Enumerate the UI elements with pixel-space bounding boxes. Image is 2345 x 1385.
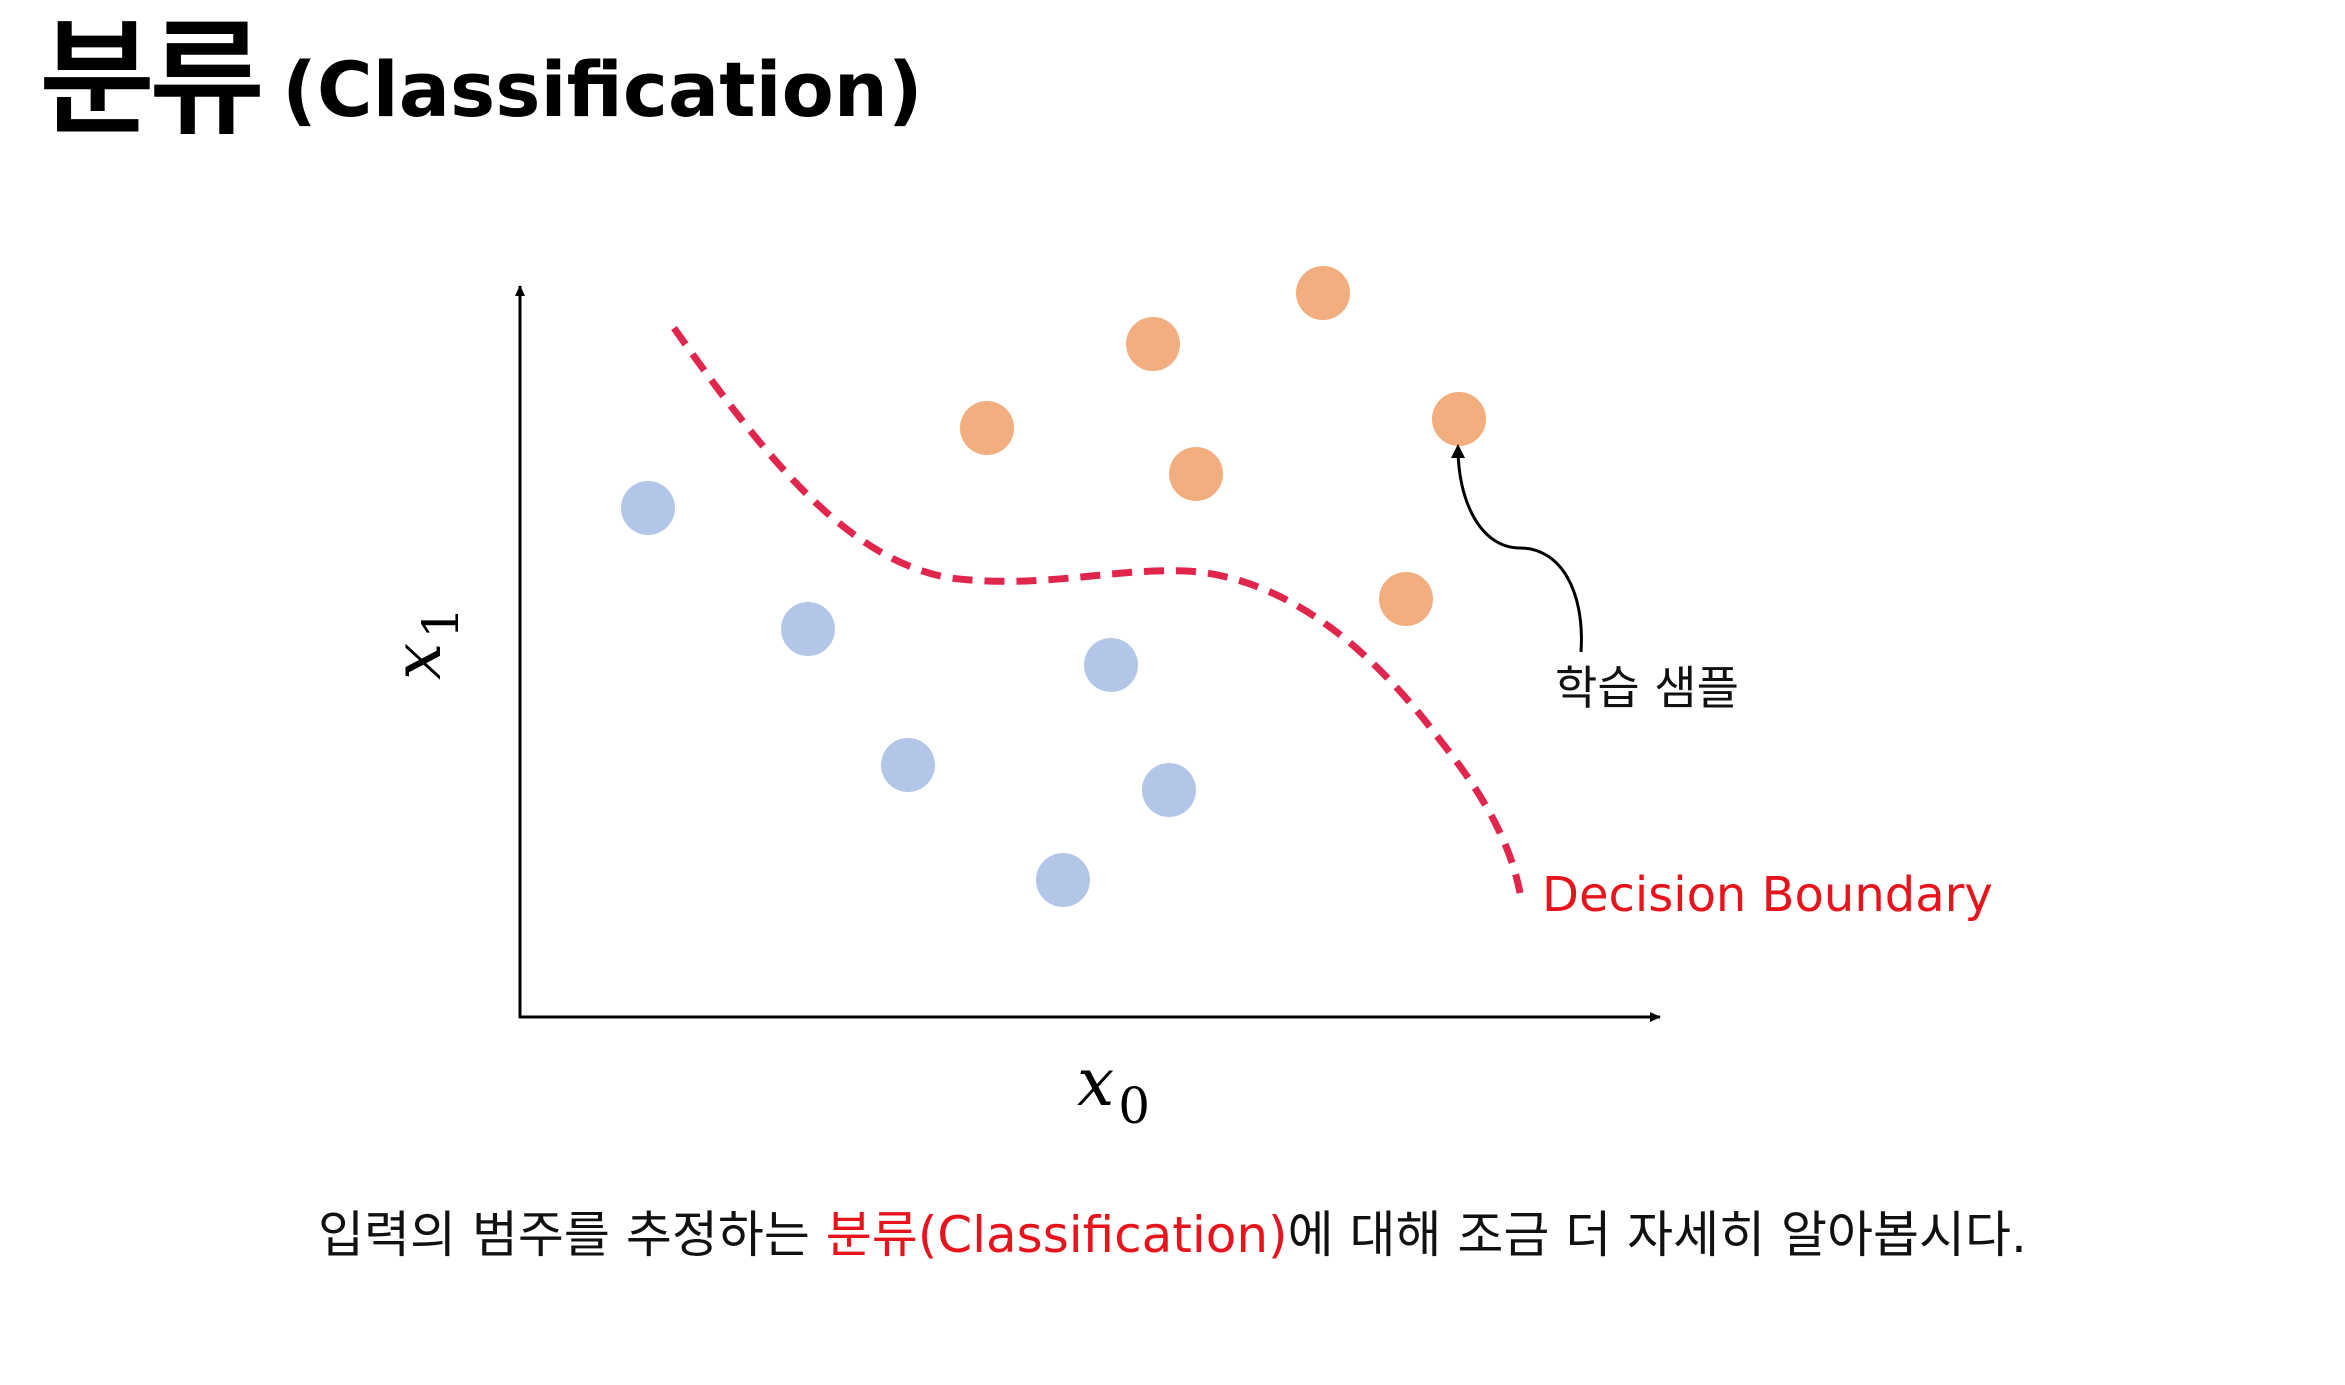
sample-point-class-a — [621, 481, 675, 535]
sample-point-class-a — [1036, 853, 1090, 907]
caption-text: 입력의 범주를 추정하는 — [318, 1206, 826, 1264]
title-english: (Classification) — [282, 45, 923, 134]
sample-point-class-b — [1432, 392, 1486, 446]
caption: 입력의 범주를 추정하는 분류(Classification)에 대해 조금 더… — [0, 1195, 2345, 1267]
class-a-samples — [621, 481, 1196, 907]
sample-point-class-b — [1296, 266, 1350, 320]
x-axis-label: x0 — [1077, 1044, 1150, 1135]
class-b-samples — [960, 266, 1486, 626]
page-title: 분류 (Classification) — [40, 18, 923, 142]
sample-point-class-b — [1379, 572, 1433, 626]
caption-text-end: 에 대해 조금 더 자세히 알아봅시다. — [1287, 1206, 2027, 1264]
sample-pointer-arrow — [1451, 444, 1583, 653]
decision-boundary — [671, 325, 1524, 894]
title-korean: 분류 — [40, 8, 264, 152]
caption-highlight: 분류(Classification) — [825, 1206, 1288, 1264]
boundary-label: Decision Boundary — [1542, 867, 1993, 923]
sample-point-class-b — [1169, 447, 1223, 501]
y-axis-label: x1 — [379, 607, 470, 680]
sample-label: 학습 샘플 — [1555, 661, 1739, 715]
sample-point-class-b — [960, 401, 1014, 455]
sample-point-class-a — [881, 738, 935, 792]
sample-point-class-a — [1084, 638, 1138, 692]
sample-point-class-a — [781, 602, 835, 656]
sample-point-class-b — [1126, 317, 1180, 371]
sample-point-class-a — [1142, 763, 1196, 817]
